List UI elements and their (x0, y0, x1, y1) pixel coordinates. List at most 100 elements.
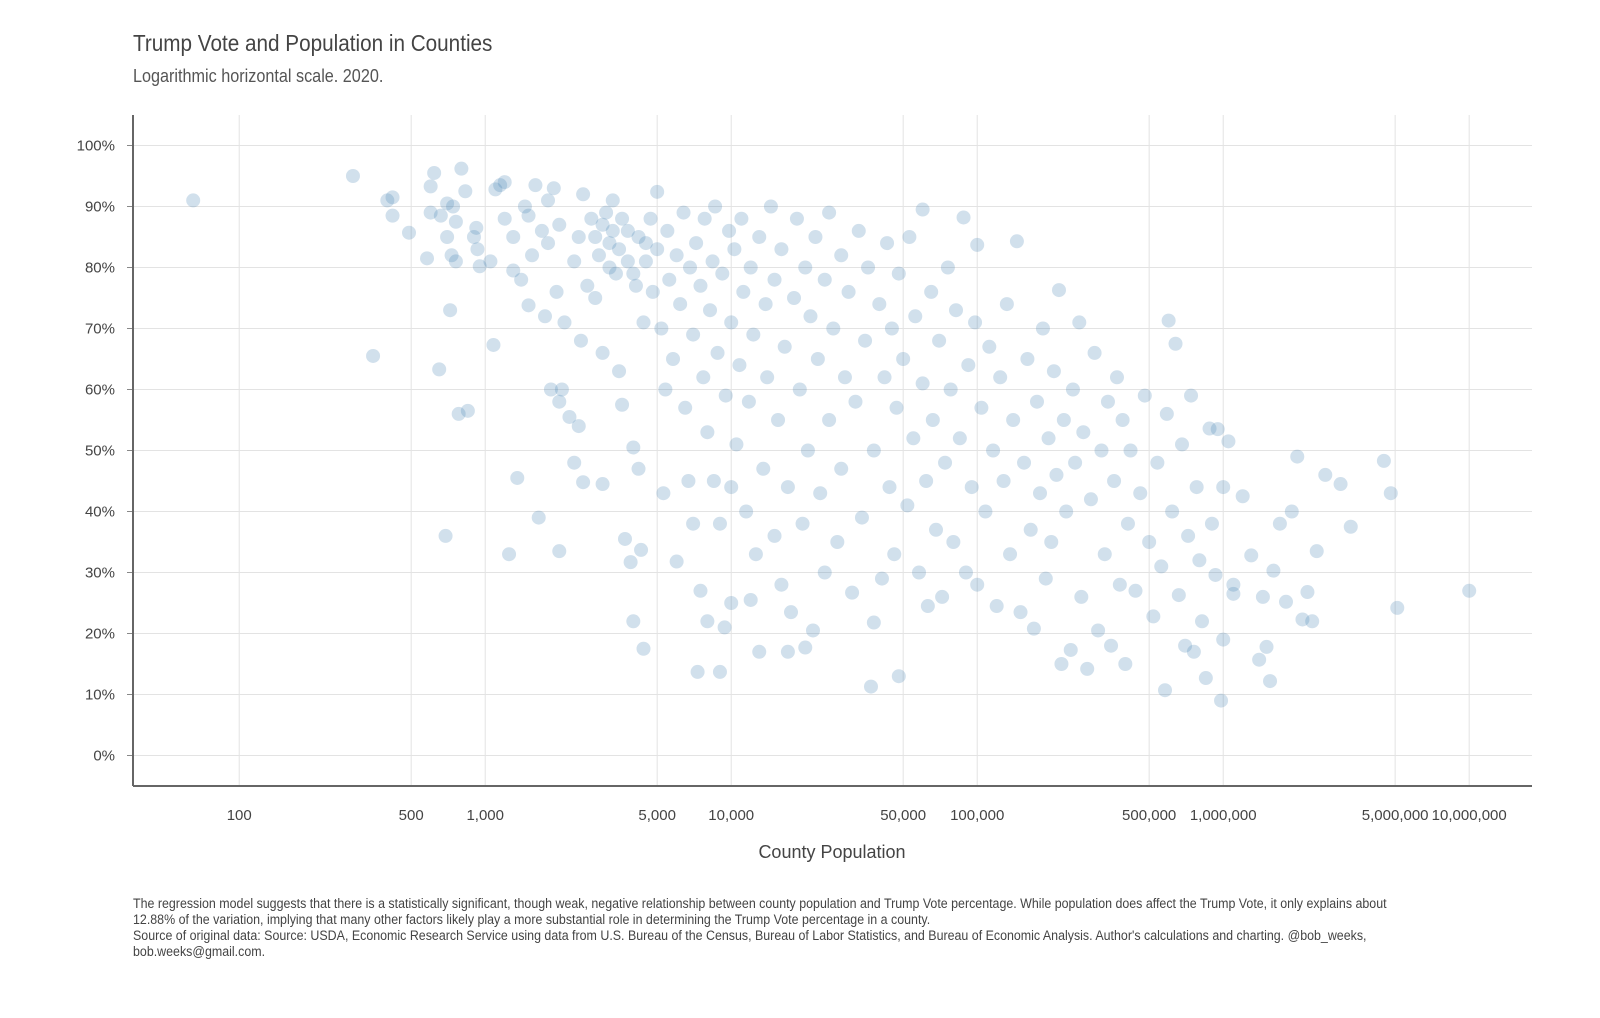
data-point (650, 184, 665, 199)
data-point (851, 223, 866, 238)
x-axis-label: County Population (758, 842, 905, 862)
data-point (608, 266, 623, 281)
data-point (710, 345, 725, 360)
data-point (690, 664, 705, 679)
data-point (1059, 504, 1074, 519)
data-point (798, 260, 813, 275)
data-point (1074, 589, 1089, 604)
data-point (705, 254, 720, 269)
data-point (666, 352, 681, 366)
data-point (1107, 474, 1122, 488)
data-point (1112, 577, 1127, 592)
data-point (697, 211, 712, 226)
data-point (1290, 449, 1305, 464)
data-point (912, 565, 927, 580)
data-point (729, 437, 744, 452)
data-point (588, 230, 603, 244)
data-point (874, 571, 889, 586)
data-point (686, 327, 701, 342)
x-tick-label: 500 (399, 807, 424, 824)
x-tick-label: 10,000 (708, 807, 754, 824)
data-point (1255, 589, 1270, 604)
data-point (497, 211, 512, 226)
data-point (795, 516, 810, 531)
data-point (739, 504, 754, 519)
data-point (968, 315, 983, 330)
data-point (1158, 683, 1173, 698)
data-point (584, 211, 599, 226)
data-point (1178, 638, 1193, 653)
data-point (506, 230, 521, 244)
axes: 100 500 1,000 5,000 10,000 50,000 100,000 500,0… (77, 115, 1532, 824)
data-point (636, 641, 651, 656)
data-point (1235, 489, 1250, 504)
footnote-regression: The regression model suggests that there… (133, 896, 1387, 927)
data-point (774, 577, 789, 592)
data-point (919, 474, 934, 488)
data-point (787, 291, 802, 305)
data-point (1284, 504, 1299, 519)
data-point (454, 161, 469, 176)
data-point (552, 394, 567, 409)
y-tick-label: 30% (85, 565, 115, 582)
y-tick-label: 70% (85, 321, 115, 338)
data-point (673, 297, 688, 312)
data-point (970, 577, 985, 592)
data-point (863, 679, 878, 694)
data-point (826, 321, 841, 336)
data-point (1080, 661, 1095, 676)
data-point (1118, 657, 1133, 671)
footnote: The regression model suggests that there… (133, 896, 1421, 960)
data-point (1044, 535, 1059, 549)
y-tick-label: 0% (93, 748, 115, 765)
data-point (752, 644, 767, 659)
data-point (693, 583, 708, 598)
data-point (1202, 421, 1217, 436)
data-point (366, 348, 381, 363)
data-point (488, 182, 503, 197)
data-point (1041, 431, 1056, 446)
data-point (1072, 315, 1087, 330)
data-point (920, 599, 935, 614)
y-tick-label: 50% (85, 443, 115, 460)
data-point (423, 179, 438, 194)
data-point (571, 419, 586, 434)
data-point (732, 358, 747, 373)
data-point (1013, 605, 1028, 620)
data-point (448, 214, 463, 229)
data-point (469, 220, 484, 235)
data-point (1462, 583, 1477, 598)
data-point (444, 248, 459, 263)
data-point (1083, 492, 1098, 507)
x-tick-label: 1,000,000 (1190, 807, 1257, 824)
data-point (602, 260, 617, 275)
data-point (1214, 693, 1229, 708)
data-point (958, 565, 973, 580)
data-point (1168, 336, 1183, 351)
data-point (756, 461, 771, 476)
data-point (1063, 642, 1078, 657)
x-tick-label: 500,000 (1122, 807, 1176, 824)
data-point (678, 400, 693, 415)
data-point (746, 327, 761, 342)
data-point (1137, 388, 1152, 403)
data-point (792, 382, 807, 397)
data-point (1091, 623, 1106, 638)
data-point (1128, 583, 1143, 598)
data-point (1009, 234, 1024, 249)
data-point (800, 443, 815, 458)
data-point (1343, 519, 1358, 534)
data-point (805, 623, 820, 638)
data-point (620, 223, 635, 238)
data-point (1023, 522, 1038, 537)
data-point (615, 211, 630, 226)
data-point (631, 461, 646, 476)
data-point (854, 510, 869, 525)
data-point (1056, 413, 1071, 427)
y-tick-label: 90% (85, 199, 115, 216)
data-point (774, 242, 789, 257)
data-point (996, 474, 1011, 488)
data-point (552, 544, 567, 559)
data-point (1333, 477, 1348, 492)
data-point (546, 181, 561, 196)
